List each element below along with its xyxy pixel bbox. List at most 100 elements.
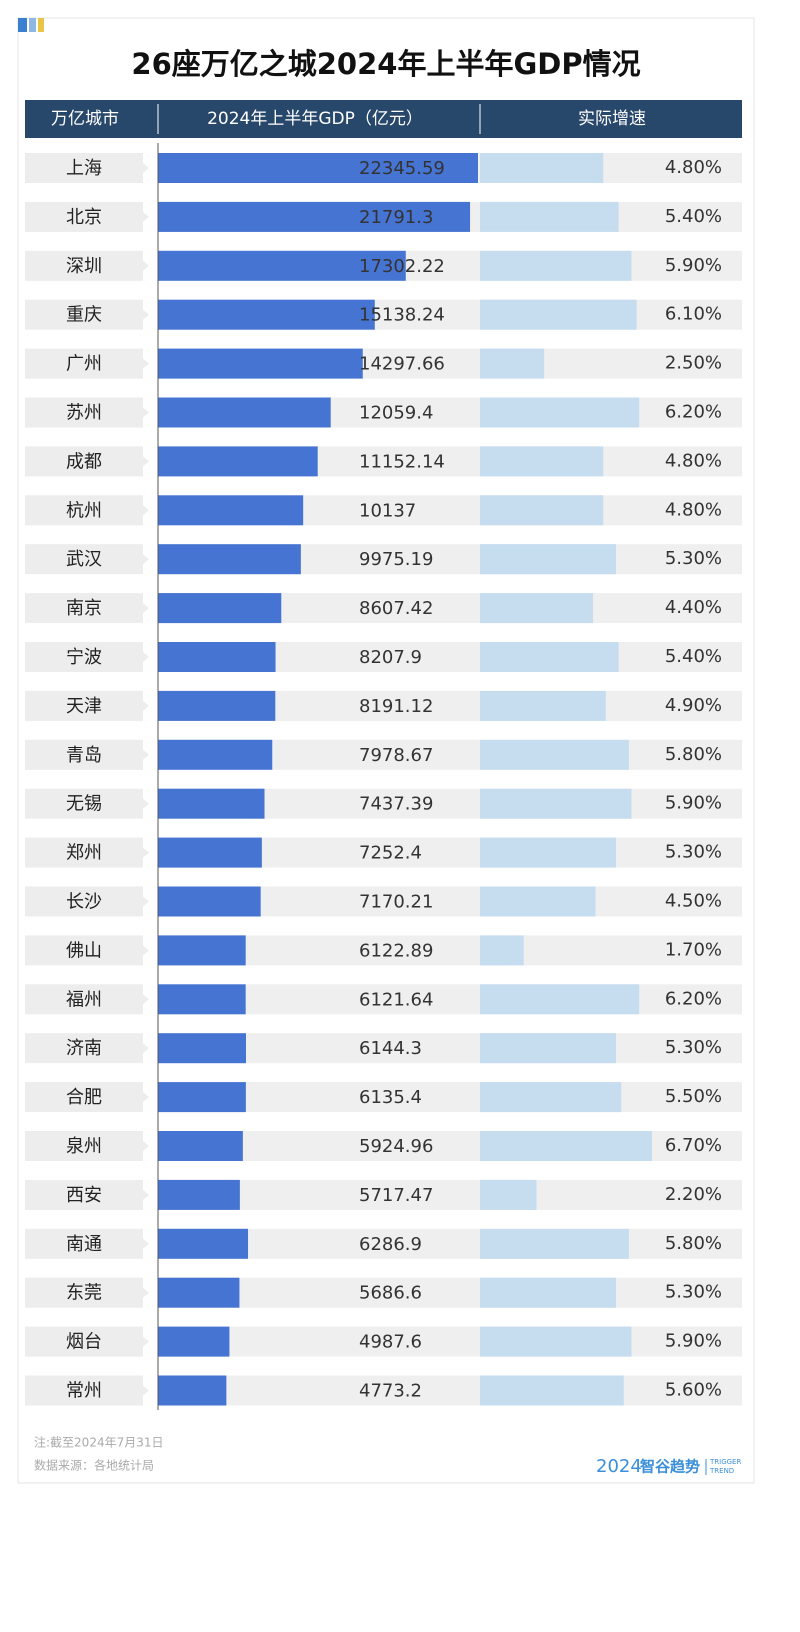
gdp-bar [158, 886, 261, 917]
growth-bar [480, 1131, 652, 1161]
gdp-bar [158, 788, 265, 819]
category-box [25, 397, 143, 428]
category-arrow [143, 554, 149, 565]
category-label: 广州 [66, 354, 102, 375]
growth-bar [480, 837, 617, 868]
gdp-label: 11152.14 [359, 451, 445, 472]
category-box [25, 348, 143, 379]
gdp-label: 21791.3 [359, 207, 433, 228]
category-arrow [143, 456, 149, 467]
row-bg [158, 984, 742, 1015]
category-box [25, 788, 143, 819]
gdp-label: 9975.19 [359, 549, 433, 570]
category-box [25, 837, 143, 868]
category-label: 苏州 [66, 403, 102, 424]
gdp-bar [158, 397, 331, 428]
gdp-label: 8607.42 [359, 598, 433, 619]
category-label: 福州 [66, 989, 102, 1010]
growth-label: 5.30% [665, 1037, 722, 1058]
growth-label: 5.80% [665, 744, 722, 765]
gdp-label: 7252.4 [359, 843, 422, 864]
growth-bar [480, 1228, 629, 1259]
growth-bar [480, 446, 604, 477]
growth-label: 4.50% [665, 891, 722, 912]
category-arrow [143, 847, 149, 858]
category-arrow [143, 407, 149, 418]
gdp-bar [158, 690, 276, 721]
growth-label: 4.80% [665, 499, 722, 520]
gdp-bar [158, 1326, 230, 1357]
growth-label: 2.50% [665, 353, 722, 374]
growth-bar [480, 1326, 632, 1357]
category-arrow [143, 1238, 149, 1249]
category-label: 烟台 [66, 1332, 102, 1353]
row-bg [158, 1326, 742, 1357]
category-arrow [143, 1336, 149, 1347]
category-arrow [143, 1141, 149, 1151]
gdp-bar [158, 984, 246, 1015]
growth-bar [480, 642, 619, 672]
growth-bar [480, 544, 617, 575]
growth-label: 6.10% [665, 304, 722, 325]
category-label: 宁波 [66, 647, 102, 668]
gdp-label: 7437.39 [359, 794, 433, 815]
growth-label: 5.40% [665, 646, 722, 667]
gdp-label: 14297.66 [359, 354, 445, 375]
category-arrow [143, 358, 149, 369]
category-label: 北京 [66, 207, 102, 228]
gdp-bar [158, 446, 318, 477]
gdp-label: 8207.9 [359, 647, 422, 668]
gdp-bar [158, 1082, 246, 1113]
category-label: 东莞 [66, 1283, 102, 1304]
growth-bar [480, 984, 640, 1015]
category-label: 西安 [66, 1185, 102, 1206]
gdp-label: 6286.9 [359, 1234, 422, 1255]
header-row [25, 100, 742, 138]
gdp-label: 5924.96 [359, 1136, 433, 1157]
logo-tagline: TREND [709, 1467, 734, 1475]
gdp-bar [158, 593, 282, 624]
gdp-bar [158, 495, 304, 526]
growth-bar [480, 348, 545, 379]
category-arrow [143, 505, 149, 516]
category-box [25, 201, 143, 232]
growth-label: 6.20% [665, 988, 722, 1009]
gdp-bar [158, 739, 273, 770]
category-arrow [143, 1189, 149, 1200]
note: 数据来源：各地统计局 [34, 1458, 154, 1473]
growth-label: 4.40% [665, 597, 722, 618]
growth-bar [480, 1033, 617, 1064]
category-box [25, 1326, 143, 1357]
growth-bar [480, 1082, 622, 1113]
row-bg [158, 1033, 742, 1064]
category-arrow [143, 896, 149, 907]
gdp-label: 17302.22 [359, 256, 445, 277]
category-box [25, 886, 143, 917]
category-arrow [143, 1092, 149, 1103]
gdp-label: 4987.6 [359, 1332, 422, 1353]
gdp-bar [158, 935, 246, 966]
gdp-label: 6122.89 [359, 940, 433, 961]
gdp-label: 6144.3 [359, 1038, 422, 1059]
growth-bar [480, 397, 640, 428]
growth-label: 5.30% [665, 842, 722, 863]
logo-tagline: TRIGGER [709, 1458, 741, 1466]
gdp-label: 5717.47 [359, 1185, 433, 1206]
row-bg [158, 1179, 742, 1210]
logo-year: 2024 [596, 1456, 642, 1477]
gdp-label: 22345.59 [359, 158, 445, 179]
gdp-bar [158, 201, 471, 232]
category-label: 重庆 [66, 305, 102, 326]
gdp-label: 5686.6 [359, 1283, 422, 1304]
category-label: 天津 [66, 696, 102, 717]
category-label: 常州 [66, 1381, 102, 1402]
gdp-bar [158, 299, 375, 330]
gdp-bar [158, 1228, 249, 1259]
category-box [25, 1179, 143, 1210]
growth-bar [480, 788, 632, 819]
category-label: 佛山 [66, 940, 102, 961]
category-arrow [143, 652, 149, 662]
category-arrow [143, 1287, 149, 1298]
category-arrow [143, 749, 149, 760]
category-label: 无锡 [66, 794, 102, 815]
